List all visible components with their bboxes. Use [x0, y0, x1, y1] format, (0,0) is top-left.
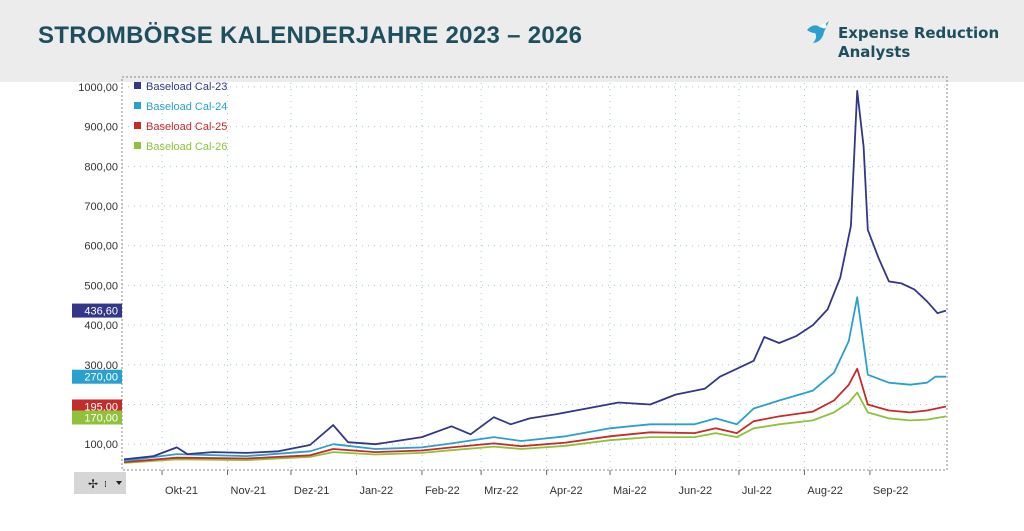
last-value-label: 436,60: [84, 306, 118, 318]
x-tick-label: Sep-22: [873, 485, 908, 497]
legend-entry: Baseload Cal-26: [146, 141, 227, 153]
y-tick-label: 500,00: [84, 280, 118, 292]
last-value-badge: [72, 399, 122, 414]
y-tick-label: 700,00: [84, 201, 118, 213]
x-tick-label: Jun-22: [679, 485, 713, 497]
y-tick-label: 600,00: [84, 241, 118, 253]
legend-entry: Baseload Cal-23: [146, 81, 227, 93]
last-value-badge: [72, 303, 122, 318]
x-tick-label: Feb-22: [425, 485, 460, 497]
brand-logo: Expense Reduction Analysts: [804, 18, 1004, 68]
x-tick-label: Dez-21: [294, 485, 329, 497]
series-line-baseload-cal-23: [123, 90, 947, 461]
series-line-baseload-cal-26: [123, 391, 947, 464]
y-tick-label: 900,00: [84, 122, 118, 134]
svg-text:⁞: ⁞: [104, 480, 107, 490]
x-tick-label: Jan-22: [359, 485, 393, 497]
header-bar: STROMBÖRSE KALENDERJAHRE 2023 – 2026 Exp…: [0, 0, 1024, 82]
logo-line-1: Expense Reduction: [838, 24, 1000, 42]
last-value-label: 270,00: [84, 372, 118, 384]
chart-tool-button[interactable]: ✢ ⁞: [74, 472, 126, 494]
x-tick-label: Jul-22: [742, 485, 772, 497]
x-tick-label: Mai-22: [613, 485, 647, 497]
last-value-label: 170,00: [84, 412, 118, 424]
legend-entry: Baseload Cal-25: [146, 121, 227, 133]
y-tick-label: 1000,00: [78, 82, 118, 94]
legend-swatch: [134, 82, 141, 89]
bird-logo-icon: [807, 21, 829, 43]
last-value-badge: [72, 369, 122, 384]
x-tick-label: Nov-21: [231, 485, 266, 497]
legend-entry: Baseload Cal-24: [146, 101, 227, 113]
x-tick-label: Aug-22: [807, 485, 842, 497]
page-title: STROMBÖRSE KALENDERJAHRE 2023 – 2026: [38, 22, 583, 49]
legend-swatch: [134, 122, 141, 129]
series-line-baseload-cal-25: [123, 367, 947, 463]
x-tick-label: Apr-22: [550, 485, 583, 497]
series-line-baseload-cal-24: [123, 296, 946, 462]
zoom-tool-icon: ✢ ⁞: [88, 477, 122, 491]
legend-swatch: [134, 142, 141, 149]
y-tick-label: 300,00: [84, 360, 118, 372]
y-tick-label: 400,00: [84, 320, 118, 332]
x-tick-label: Okt-21: [165, 485, 198, 497]
logo-line-2: Analysts: [838, 43, 911, 61]
legend-swatch: [134, 102, 141, 109]
x-tick-label: Mrz-22: [484, 485, 518, 497]
plot-frame: [121, 76, 948, 471]
svg-text:✢: ✢: [88, 477, 98, 491]
y-tick-label: 100,00: [84, 439, 118, 451]
last-value-badge: [72, 410, 122, 425]
y-tick-label: 800,00: [84, 161, 118, 173]
